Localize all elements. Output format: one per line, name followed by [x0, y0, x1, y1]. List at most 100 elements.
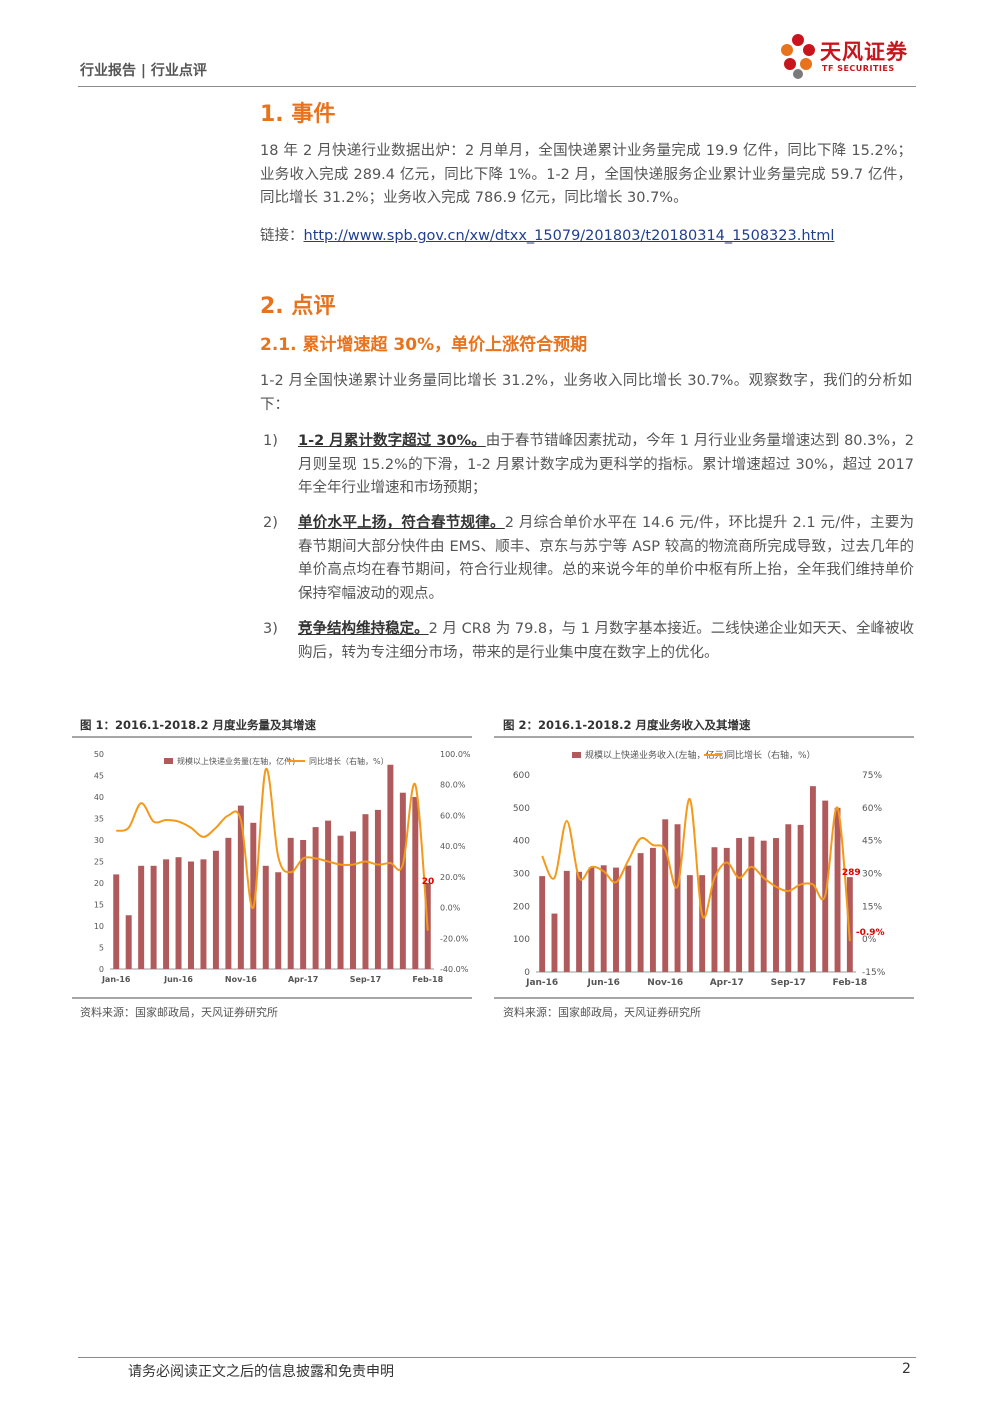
link-label: 链接： [260, 228, 304, 244]
chart1: 规模以上快递业务量(左轴，亿件) 同比增长（右轴，%） 0 5 10 15 20 25 30 35… [94, 750, 471, 984]
y-left-tick-label: 15 [94, 901, 104, 910]
list-item-lead: 竞争结构维持稳定。 [298, 621, 429, 637]
logo-text-en: TF SECURITIES [822, 64, 895, 73]
x-tick-label: Nov-16 [225, 975, 257, 984]
bar [387, 764, 394, 969]
section2-subheading: 2.1. 累计增速超 30%，单价上涨符合预期 [260, 335, 588, 355]
bar [312, 827, 319, 969]
bar [212, 850, 219, 969]
x-tick-label: Apr-17 [288, 975, 318, 984]
growth-line [541, 798, 851, 942]
data-label: 20 [422, 877, 435, 887]
y-left-tick-label: 20 [94, 879, 104, 888]
bar [600, 865, 607, 972]
bar [773, 838, 779, 972]
bar [588, 867, 595, 972]
section1-paragraph: 18 年 2 月快递行业数据出炉：2 月单月，全国快递累计业务量完成 19.9 … [260, 143, 912, 206]
y-right-tick-label: 0.0% [440, 904, 461, 913]
bar [225, 837, 232, 969]
y-left-tick-label: 400 [513, 837, 530, 847]
growth-line [115, 768, 429, 931]
bar [551, 913, 558, 972]
y-left-tick-label: 600 [513, 771, 530, 781]
bar [834, 807, 841, 972]
section2-intro: 1-2 月全国快递累计业务量同比增长 31.2%，业务收入同比增长 30.7%。… [260, 373, 912, 413]
x-tick-label: Jun-16 [586, 978, 619, 988]
y-left-tick-label: 45 [94, 772, 104, 781]
bar [686, 875, 693, 972]
y-left-tick-label: 5 [99, 944, 104, 953]
y-left-tick-label: 200 [513, 902, 530, 912]
bar [625, 865, 632, 972]
y-left-tick-label: 0 [99, 965, 104, 974]
list-item-text: 2 月 CR8 为 79.8，与 1 月数字基本接近。二线快递企业如天天、全峰被… [298, 621, 914, 661]
x-tick-label: Jan-16 [525, 978, 558, 988]
footer-disclaimer: 请务必阅读正文之后的信息披露和免责申明 [128, 1364, 394, 1380]
list-item-text: 由于春节错峰因素扰动，今年 1 月行业业务量增速达到 80.3%，2 月则呈现 … [298, 433, 914, 496]
bar [113, 874, 120, 969]
figure1-bottom-rule [72, 997, 472, 999]
list-item: 1) 1-2 月累计数字超过 30%。由于春节错峰因素扰动，今年 1 月行业业务… [263, 430, 914, 502]
bar [822, 800, 829, 972]
y-right-tick-label: 15% [862, 902, 882, 912]
x-tick-label: Nov-16 [647, 978, 683, 988]
x-tick-label: Jun-16 [163, 975, 193, 984]
bar [150, 865, 157, 969]
section2-heading: 2. 点评 [260, 294, 336, 319]
y-right-tick-label: 75% [862, 771, 882, 781]
figure2-source: 资料来源：国家邮政局，天风证券研究所 [503, 1006, 701, 1019]
bar [262, 865, 269, 969]
legend-bar-swatch [572, 752, 581, 758]
y-left-tick-label: 25 [94, 858, 104, 867]
bar [723, 847, 730, 972]
x-tick-label: Jan-16 [101, 975, 131, 984]
bar [637, 853, 644, 972]
y-right-tick-label: 40.0% [440, 842, 466, 851]
x-tick-label: Sep-17 [771, 978, 806, 988]
y-right-tick-label: 0% [862, 935, 877, 945]
legend-bar-label: 规模以上快递业务收入(左轴，亿元) [585, 749, 727, 761]
x-tick-label: Feb-18 [833, 978, 868, 988]
y-right-tick-label: 60.0% [440, 811, 466, 820]
figure2-title: 图 2：2016.1-2018.2 月度业务收入及其增速 [503, 718, 751, 732]
bar [374, 809, 381, 969]
legend-bar-label: 规模以上快递业务量(左轴，亿件) [177, 756, 295, 766]
chart2: 规模以上快递业务收入(左轴，亿元)同比增长（右轴，%） 0 100 200 300 400… [513, 749, 886, 988]
y-left-tick-label: 30 [94, 836, 104, 845]
y-left-tick-label: 100 [513, 935, 530, 945]
bar [662, 819, 669, 972]
bar [163, 859, 170, 969]
bar [362, 814, 369, 969]
bar [200, 859, 207, 969]
y-left-tick-label: 10 [94, 922, 104, 931]
bar [287, 837, 294, 969]
bar [350, 831, 356, 969]
bar [649, 847, 656, 972]
list-item-number: 3) [263, 621, 278, 637]
logo-flower-icon [781, 34, 815, 79]
source-link[interactable]: http://www.spb.gov.cn/xw/dtxx_15079/2018… [303, 228, 835, 244]
bar [785, 824, 792, 972]
bar [337, 835, 344, 969]
y-left-tick-label: 0 [524, 968, 530, 978]
logo-text-cn: 天风证券 [820, 40, 908, 64]
section1-heading: 1. 事件 [260, 102, 336, 127]
bar [797, 824, 804, 972]
y-right-tick-label: -20.0% [440, 934, 469, 943]
bar [674, 824, 681, 972]
legend-line-label: 同比增长（右轴，%） [309, 756, 389, 766]
bar [275, 872, 282, 969]
source-link-line: 链接：http://www.spb.gov.cn/xw/dtxx_15079/2… [260, 224, 834, 245]
bar [237, 805, 244, 969]
bar [138, 865, 145, 969]
bar [809, 786, 816, 972]
figure1-source: 资料来源：国家邮政局，天风证券研究所 [80, 1006, 278, 1019]
y-left-tick-label: 40 [94, 793, 104, 802]
company-logo: 天风证券 TF SECURITIES [776, 30, 916, 86]
list-item-number: 1) [263, 433, 278, 449]
legend-bar-swatch [164, 758, 173, 764]
figure1-title: 图 1：2016.1-2018.2 月度业务量及其增速 [80, 718, 317, 732]
footer-divider [78, 1357, 916, 1358]
figure2-bottom-rule [494, 997, 914, 999]
data-label: 289 [842, 868, 861, 878]
